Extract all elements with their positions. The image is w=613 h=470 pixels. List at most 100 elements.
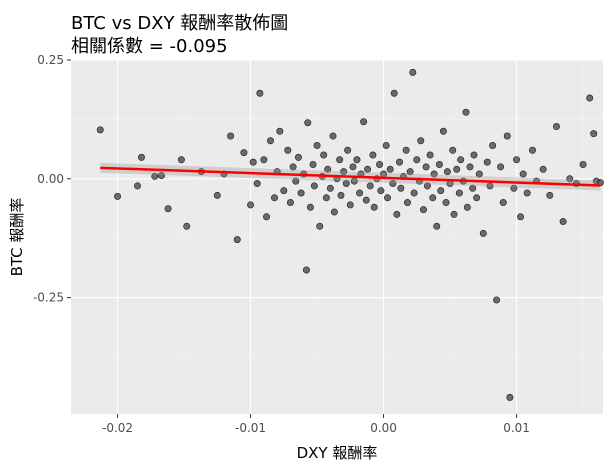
data-point (330, 208, 338, 216)
data-point (320, 151, 328, 159)
data-point (559, 218, 567, 226)
data-point (546, 191, 554, 199)
data-point (366, 182, 374, 190)
data-point (529, 146, 537, 154)
data-point (114, 192, 122, 200)
data-point (346, 201, 354, 209)
data-point (233, 236, 241, 244)
data-point (523, 189, 531, 197)
x-axis-title: DXY 報酬率 (297, 444, 378, 462)
data-point (462, 108, 470, 116)
data-point (240, 149, 248, 157)
data-point (389, 180, 397, 188)
data-point (342, 180, 350, 188)
data-point (590, 130, 598, 138)
data-point (297, 189, 305, 197)
data-point (260, 156, 268, 164)
data-point (503, 132, 511, 140)
data-point (450, 210, 458, 218)
data-point (362, 196, 370, 204)
y-tick-label: 0.25 (37, 53, 64, 67)
data-point (396, 158, 404, 166)
data-point (360, 118, 368, 126)
data-point (393, 210, 401, 218)
y-tick-label: -0.25 (33, 291, 64, 305)
data-point (349, 163, 357, 171)
data-point (439, 127, 447, 135)
data-point (442, 199, 450, 207)
data-point (566, 175, 574, 183)
x-tick-label: -0.01 (235, 421, 266, 435)
data-point (413, 156, 421, 164)
data-point (449, 146, 457, 154)
data-point (309, 161, 317, 169)
data-point (284, 146, 292, 154)
data-point (579, 161, 587, 169)
data-point (513, 156, 521, 164)
data-point (227, 132, 235, 140)
data-point (134, 182, 142, 190)
data-point (329, 132, 337, 140)
data-point (406, 168, 414, 176)
data-point (370, 203, 378, 211)
data-point (286, 199, 294, 207)
y-axis-ticks: 0.25 0.00 -0.25 (33, 53, 71, 305)
data-point (475, 170, 483, 178)
data-point (410, 189, 418, 197)
data-point (353, 156, 361, 164)
data-point (386, 165, 394, 173)
data-point (552, 123, 560, 131)
data-point (247, 201, 255, 209)
data-point (539, 165, 547, 173)
data-point (419, 206, 427, 214)
data-point (164, 205, 172, 213)
data-point (324, 165, 332, 173)
chart-title: BTC vs DXY 報酬率散佈圖 (71, 13, 288, 34)
data-point (316, 222, 324, 230)
x-tick-label: 0.01 (503, 421, 530, 435)
data-point (457, 156, 465, 164)
y-axis-title: BTC 報酬率 (8, 198, 26, 277)
data-point (377, 187, 385, 195)
data-point (326, 184, 334, 192)
data-point (489, 142, 497, 150)
data-point (483, 158, 491, 166)
data-point (479, 229, 487, 237)
plot-panel (71, 60, 603, 414)
data-point (433, 222, 441, 230)
data-point (499, 199, 507, 207)
data-point (183, 222, 191, 230)
data-point (586, 94, 594, 102)
data-point (463, 203, 471, 211)
data-point (376, 161, 384, 169)
data-point (369, 151, 377, 159)
data-point (302, 266, 310, 274)
data-point (137, 153, 145, 161)
data-point (256, 89, 264, 97)
data-point (356, 189, 364, 197)
data-point (151, 172, 159, 180)
data-point (289, 163, 297, 171)
data-point (493, 296, 501, 304)
data-point (423, 182, 431, 190)
data-point (455, 189, 463, 197)
data-point (213, 191, 221, 199)
data-point (426, 151, 434, 159)
data-point (249, 158, 257, 166)
data-point (402, 146, 410, 154)
data-point (506, 393, 514, 401)
data-point (417, 137, 425, 145)
data-point (397, 184, 405, 192)
data-point (382, 142, 390, 150)
trend-line-group (100, 162, 601, 191)
data-point (443, 168, 451, 176)
trend-line (100, 166, 601, 187)
x-axis-ticks: -0.02 -0.01 0.00 0.01 (102, 414, 530, 435)
minor-gridlines (71, 60, 603, 414)
data-point (336, 156, 344, 164)
data-point (280, 187, 288, 195)
data-point (466, 163, 474, 171)
data-point (96, 126, 104, 134)
data-point (337, 191, 345, 199)
